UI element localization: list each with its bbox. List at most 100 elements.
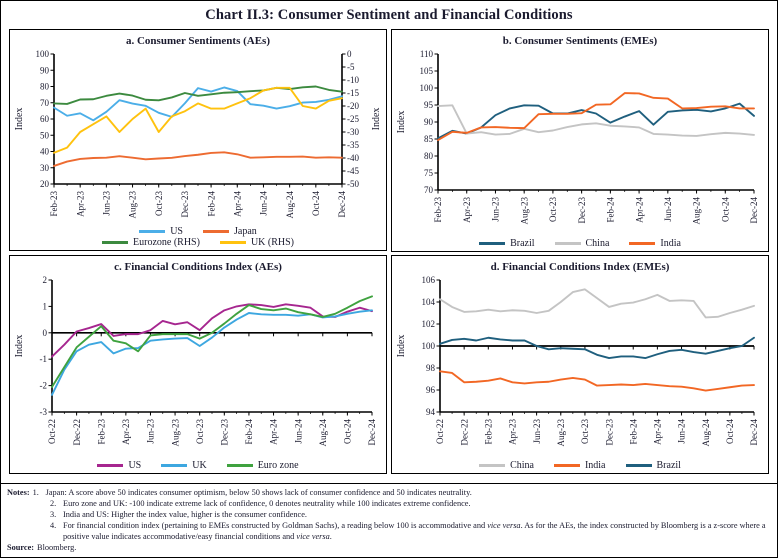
legend-label: UK (RHS) bbox=[250, 237, 294, 248]
notes-label: Notes bbox=[7, 487, 27, 497]
svg-text:Feb-23: Feb-23 bbox=[433, 197, 443, 223]
svg-text:Oct-22: Oct-22 bbox=[435, 419, 445, 444]
svg-text:Feb-24: Feb-24 bbox=[244, 419, 254, 445]
svg-text:Feb-23: Feb-23 bbox=[49, 191, 59, 217]
legend-item-china[interactable]: China bbox=[479, 460, 534, 471]
legend-item-india[interactable]: India bbox=[553, 460, 606, 471]
svg-text:Apr-24: Apr-24 bbox=[653, 419, 663, 445]
note-item: 2. Euro zone and UK: -100 indicate extre… bbox=[7, 498, 771, 509]
svg-text:Oct-24: Oct-24 bbox=[311, 191, 321, 216]
svg-text:0: 0 bbox=[347, 49, 352, 59]
svg-text:Aug-23: Aug-23 bbox=[170, 419, 180, 447]
svg-text:Oct-22: Oct-22 bbox=[47, 419, 57, 444]
panel-a-title: a. Consumer Sentiments (AEs) bbox=[125, 35, 271, 47]
svg-text:Aug-24: Aug-24 bbox=[692, 197, 702, 225]
svg-text:Oct-24: Oct-24 bbox=[343, 419, 353, 444]
svg-text:Apr-23: Apr-23 bbox=[508, 419, 518, 445]
panel-d: d. Financial Conditions Index (EMEs) 94 9… bbox=[389, 255, 771, 477]
svg-text:50: 50 bbox=[40, 130, 50, 140]
legend-label: US bbox=[128, 460, 142, 471]
svg-text:85: 85 bbox=[424, 134, 434, 144]
svg-text:105: 105 bbox=[420, 66, 434, 76]
note-item: 3. India and US: Higher the index value,… bbox=[7, 509, 771, 520]
legend-label: Japan bbox=[234, 226, 257, 237]
svg-text:-30: -30 bbox=[347, 127, 359, 137]
legend-item-us[interactable]: US bbox=[139, 226, 183, 237]
svg-text:-40: -40 bbox=[347, 153, 359, 163]
svg-text:2: 2 bbox=[43, 275, 48, 285]
legend-item-euro-zone[interactable]: Euro zone bbox=[226, 460, 299, 471]
svg-text:Dec-23: Dec-23 bbox=[220, 419, 230, 446]
svg-text:Aug-23: Aug-23 bbox=[128, 191, 138, 219]
legend-label: India bbox=[660, 238, 681, 249]
svg-text:100: 100 bbox=[420, 83, 434, 93]
svg-text:Jun-23: Jun-23 bbox=[491, 197, 501, 222]
svg-text:Jun-24: Jun-24 bbox=[259, 191, 269, 216]
legend-item-japan[interactable]: Japan bbox=[203, 226, 257, 237]
legend-swatch-icon bbox=[554, 242, 581, 245]
svg-text:Index: Index bbox=[396, 111, 407, 134]
svg-text:Dec-24: Dec-24 bbox=[367, 419, 377, 446]
svg-text:Oct-23: Oct-23 bbox=[195, 419, 205, 444]
svg-text:Dec-24: Dec-24 bbox=[749, 197, 759, 224]
legend-item-brazil[interactable]: Brazil bbox=[479, 238, 535, 249]
legend-item-india[interactable]: India bbox=[629, 238, 681, 249]
source-label: Source bbox=[7, 542, 32, 552]
svg-text:Jun-23: Jun-23 bbox=[102, 191, 112, 216]
legend-item-uk[interactable]: UK bbox=[161, 460, 207, 471]
note-item: 4. For financial condition index (pertai… bbox=[7, 520, 771, 542]
panel-c-title: c. Financial Conditions Index (AEs) bbox=[114, 261, 282, 273]
svg-text:-2: -2 bbox=[40, 381, 48, 391]
svg-text:106: 106 bbox=[422, 275, 436, 285]
legend-swatch-icon bbox=[102, 241, 128, 244]
svg-text:110: 110 bbox=[420, 49, 434, 59]
svg-text:80: 80 bbox=[424, 151, 434, 161]
svg-text:Aug-24: Aug-24 bbox=[285, 191, 295, 219]
svg-text:Index: Index bbox=[371, 108, 382, 131]
svg-text:Feb-24: Feb-24 bbox=[206, 191, 216, 217]
legend-label: Euro zone bbox=[257, 460, 299, 471]
svg-text:Jun-24: Jun-24 bbox=[293, 419, 303, 444]
legend-item-uk-rhs[interactable]: UK (RHS) bbox=[219, 237, 294, 248]
note-number: 2. bbox=[50, 498, 57, 508]
svg-text:Dec-22: Dec-22 bbox=[72, 419, 82, 446]
svg-text:-20: -20 bbox=[347, 101, 359, 111]
legend-item-eurozone-rhs[interactable]: Eurozone (RHS) bbox=[102, 237, 200, 248]
legend-swatch-icon bbox=[226, 464, 253, 467]
svg-text:Dec-22: Dec-22 bbox=[459, 419, 469, 446]
svg-text:90: 90 bbox=[40, 65, 50, 75]
legend-label: Brazil bbox=[656, 460, 681, 471]
legend-item-china[interactable]: China bbox=[554, 238, 609, 249]
svg-text:Apr-23: Apr-23 bbox=[462, 197, 472, 223]
svg-text:-15: -15 bbox=[347, 88, 359, 98]
legend-swatch-icon bbox=[139, 230, 166, 233]
panel-grid: a. Consumer Sentiments (AEs) 20 30 40 50 60 7… bbox=[1, 29, 777, 477]
svg-text:Oct-24: Oct-24 bbox=[720, 197, 730, 222]
svg-text:-50: -50 bbox=[347, 179, 359, 189]
svg-text:Feb-24: Feb-24 bbox=[628, 419, 638, 445]
legend-item-brazil[interactable]: Brazil bbox=[625, 460, 681, 471]
panel-a-plot: 20 30 40 50 60 70 80 90 100 0 -5 -10 -15 -20 -25 -30 -35… bbox=[12, 48, 384, 226]
panel-d-legend: China India Brazil bbox=[394, 460, 766, 471]
legend-swatch-icon bbox=[97, 464, 124, 467]
panel-c: c. Financial Conditions Index (AEs) -3 -2… bbox=[7, 255, 389, 477]
svg-text:20: 20 bbox=[40, 179, 50, 189]
svg-text:96: 96 bbox=[426, 385, 436, 395]
svg-text:Apr-24: Apr-24 bbox=[232, 191, 242, 217]
legend-item-us[interactable]: US bbox=[97, 460, 141, 471]
legend-swatch-icon bbox=[219, 241, 246, 244]
svg-text:60: 60 bbox=[40, 114, 50, 124]
svg-text:Feb-24: Feb-24 bbox=[606, 197, 616, 223]
svg-text:Index: Index bbox=[14, 335, 25, 358]
legend-label: China bbox=[510, 460, 534, 471]
svg-text:Aug-23: Aug-23 bbox=[519, 197, 529, 225]
legend-swatch-icon bbox=[161, 464, 188, 467]
note-number: 3. bbox=[50, 509, 57, 519]
svg-text:70: 70 bbox=[424, 185, 434, 195]
legend-swatch-icon bbox=[203, 230, 229, 233]
svg-text:40: 40 bbox=[40, 147, 50, 157]
note-text: Japan: A score above 50 indicates consum… bbox=[45, 487, 472, 497]
svg-text:90: 90 bbox=[424, 117, 434, 127]
svg-text:Oct-23: Oct-23 bbox=[154, 191, 164, 216]
